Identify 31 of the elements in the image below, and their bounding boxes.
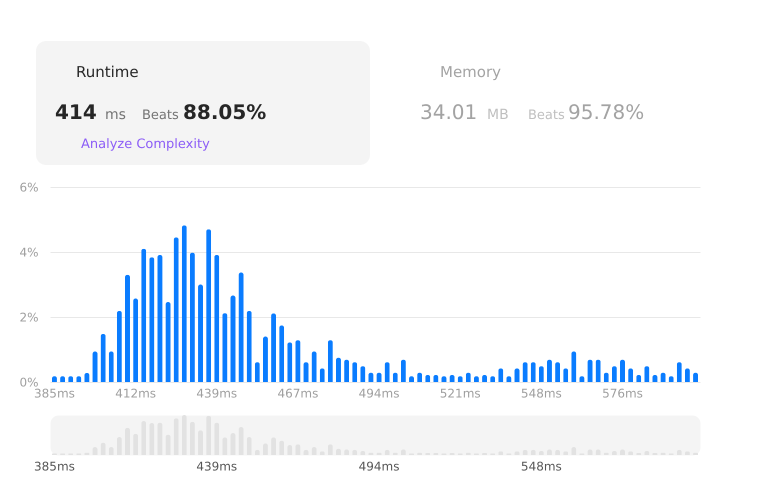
text: 34.01	[420, 100, 478, 124]
text: Beats	[142, 108, 179, 123]
bar	[174, 237, 179, 382]
x-tick-label: 576ms	[602, 386, 643, 400]
x-tick-label: 412ms	[115, 386, 156, 400]
text: Analyze Complexity	[81, 137, 210, 152]
x-tick-label: 494ms	[358, 386, 400, 400]
x-tick-label: 439ms	[196, 460, 238, 474]
bar	[182, 225, 187, 382]
text: Beats	[528, 108, 565, 123]
x-tick-label: 467ms	[277, 386, 318, 400]
bar	[206, 229, 212, 382]
x-tick-label: 385ms	[34, 386, 75, 400]
y-tick-label: 0%	[19, 376, 38, 390]
x-tick-label: 548ms	[520, 460, 562, 474]
y-tick-label: 6%	[19, 180, 38, 194]
x-tick-label: 521ms	[440, 386, 481, 400]
x-tick-label: 494ms	[358, 460, 400, 474]
y-tick-label: 4%	[19, 246, 38, 260]
text: 88.05%	[183, 100, 266, 124]
text: 414	[55, 100, 97, 124]
text: MB	[487, 107, 509, 123]
text: Runtime	[76, 63, 139, 81]
text: 95.78%	[568, 100, 644, 124]
x-tick-label: 439ms	[196, 386, 238, 400]
text: Memory	[440, 63, 502, 81]
x-tick-label: 548ms	[520, 386, 562, 400]
x-tick-label: 385ms	[34, 460, 75, 474]
text: ms	[105, 107, 126, 123]
y-tick-label: 2%	[19, 310, 38, 324]
bar	[214, 254, 220, 382]
